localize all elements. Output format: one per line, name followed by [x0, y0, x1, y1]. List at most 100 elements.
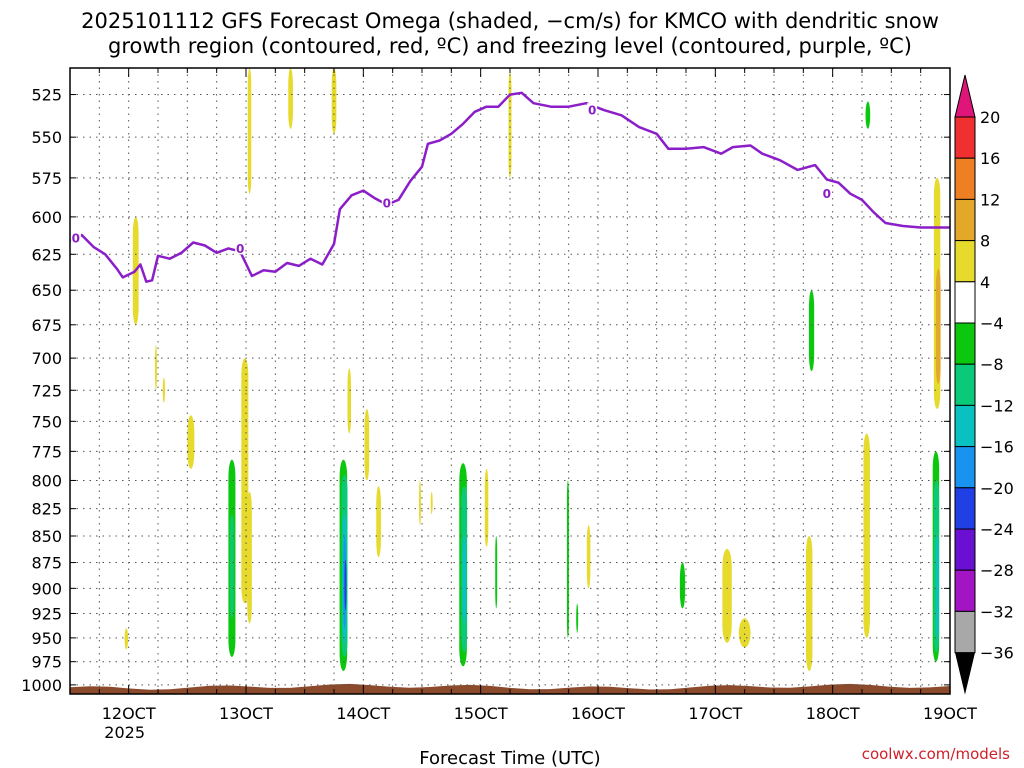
omega-region-42 — [935, 268, 941, 384]
freezing-label-1: 0 — [236, 242, 244, 256]
omega-region-27 — [241, 358, 249, 604]
x-tick-label-15OCT: 15OCT — [454, 704, 508, 723]
omega-region-26 — [187, 415, 195, 469]
colorbar: 20 16 12 8 4 −4 −8 −12 −16 −20 −24 −28 −32 −36 — [954, 74, 1014, 695]
freezing-label-bg-1 — [235, 241, 246, 255]
colorbar-label-7: −12 — [980, 396, 1014, 415]
freezing-level-contour: 0 0 0 0 0 — [70, 91, 950, 283]
colorbar-bin-5 — [954, 322, 976, 365]
colorbar-bin-1 — [954, 157, 976, 200]
y-tick-label-750: 750 — [31, 412, 62, 431]
omega-region-12 — [576, 603, 579, 634]
colorbar-label-3: 8 — [980, 232, 990, 251]
y-tick-label-850: 850 — [31, 527, 62, 546]
colorbar-min-arrow — [955, 652, 975, 695]
freezing-label-bg-0 — [70, 231, 81, 245]
colorbar-bin-0 — [954, 116, 976, 159]
y-tick-label-600: 600 — [31, 208, 62, 227]
colorbar-label-0: 20 — [980, 108, 1000, 127]
colorbar-bin-4 — [954, 281, 976, 324]
colorbar-bin-8 — [954, 446, 976, 489]
freezing-label-bg-4 — [821, 186, 832, 200]
y-tick-label-675: 675 — [31, 316, 62, 335]
omega-shading — [124, 68, 941, 672]
y-tick-label-625: 625 — [31, 245, 62, 264]
y-tick-label-975: 975 — [31, 653, 62, 672]
colorbar-bin-3 — [954, 240, 976, 283]
colorbar-bin-12 — [954, 610, 976, 654]
y-tick-label-925: 925 — [31, 604, 62, 623]
colorbar-bin-7 — [954, 404, 976, 448]
colorbar-max-arrow — [954, 74, 976, 118]
omega-region-15 — [865, 101, 871, 129]
omega-region-30 — [364, 409, 370, 481]
x-tick-label-19OCT: 19OCT — [923, 704, 977, 723]
colorbar-label-5: −4 — [980, 314, 1004, 333]
x-tick-sublabel-12OCT: 2025 — [104, 723, 145, 742]
grid-lines — [69, 68, 951, 694]
freezing-level-line — [70, 91, 950, 283]
colorbar-bin-6 — [954, 363, 976, 406]
omega-region-31 — [376, 486, 381, 558]
freezing-label-0: 0 — [72, 232, 80, 246]
omega-region-24 — [154, 344, 157, 391]
freezing-label-4: 0 — [823, 187, 831, 201]
colorbar-label-6: −8 — [980, 355, 1004, 374]
omega-region-19 — [247, 68, 252, 194]
omega-region-33 — [430, 491, 433, 515]
chart-title-line2: growth region (contoured, red, ºC) and f… — [108, 34, 912, 58]
omega-region-18 — [935, 535, 939, 638]
colorbar-bin-9 — [954, 487, 976, 530]
chart-title-line1: 2025101112 GFS Forecast Omega (shaded, −… — [81, 9, 939, 33]
y-tick-label-550: 550 — [31, 128, 62, 147]
x-tick-label-17OCT: 17OCT — [688, 704, 742, 723]
x-tick-label-16OCT: 16OCT — [571, 704, 625, 723]
colorbar-label-1: 16 — [980, 149, 1000, 168]
y-tick-label-525: 525 — [31, 86, 62, 105]
omega-region-32 — [418, 480, 421, 526]
y-tick-label-700: 700 — [31, 349, 62, 368]
omega-region-25 — [162, 377, 166, 403]
omega-region-38 — [738, 618, 751, 648]
omega-region-40 — [863, 433, 870, 638]
omega-region-10 — [495, 535, 498, 609]
y-tick-label-725: 725 — [31, 381, 62, 400]
colorbar-bin-11 — [954, 569, 976, 612]
y-axis-ticks: 525 550 575 600 625 650 675 700 725 750 775 800 825 8… — [21, 86, 950, 695]
omega-region-35 — [586, 525, 591, 589]
freezing-label-bg-2 — [381, 196, 392, 210]
y-tick-label-650: 650 — [31, 281, 62, 300]
colorbar-label-11: −28 — [980, 561, 1014, 580]
colorbar-label-12: −32 — [980, 602, 1014, 621]
y-tick-label-575: 575 — [31, 169, 62, 188]
colorbar-label-4: 4 — [980, 273, 990, 292]
omega-region-11 — [566, 480, 569, 638]
credit-text: coolwx.com/models — [862, 745, 1010, 763]
omega-region-6 — [344, 559, 347, 611]
y-tick-label-1000: 1000 — [21, 676, 62, 695]
y-tick-label-775: 775 — [31, 442, 62, 461]
omega-region-9 — [462, 535, 466, 624]
colorbar-label-10: −24 — [980, 520, 1014, 539]
omega-region-39 — [805, 535, 813, 672]
x-tick-label-14OCT: 14OCT — [336, 704, 390, 723]
omega-region-13 — [679, 562, 686, 609]
omega-region-1 — [230, 514, 234, 619]
omega-region-34 — [484, 468, 489, 547]
x-axis-title: Forecast Time (UTC) — [419, 748, 600, 768]
freezing-label-bg-3 — [587, 103, 598, 117]
ground-terrain — [70, 683, 950, 694]
colorbar-label-2: 12 — [980, 190, 1000, 209]
colorbar-label-13: −36 — [980, 644, 1014, 663]
colorbar-label-8: −16 — [980, 438, 1014, 457]
freezing-label-2: 0 — [383, 197, 391, 211]
y-tick-label-950: 950 — [31, 629, 62, 648]
colorbar-bin-2 — [954, 198, 976, 242]
y-tick-label-875: 875 — [31, 554, 62, 573]
x-tick-label-12OCT: 12OCT — [102, 704, 156, 723]
ground-fill — [70, 683, 950, 694]
y-tick-label-800: 800 — [31, 471, 62, 490]
x-tick-label-13OCT: 13OCT — [219, 704, 273, 723]
